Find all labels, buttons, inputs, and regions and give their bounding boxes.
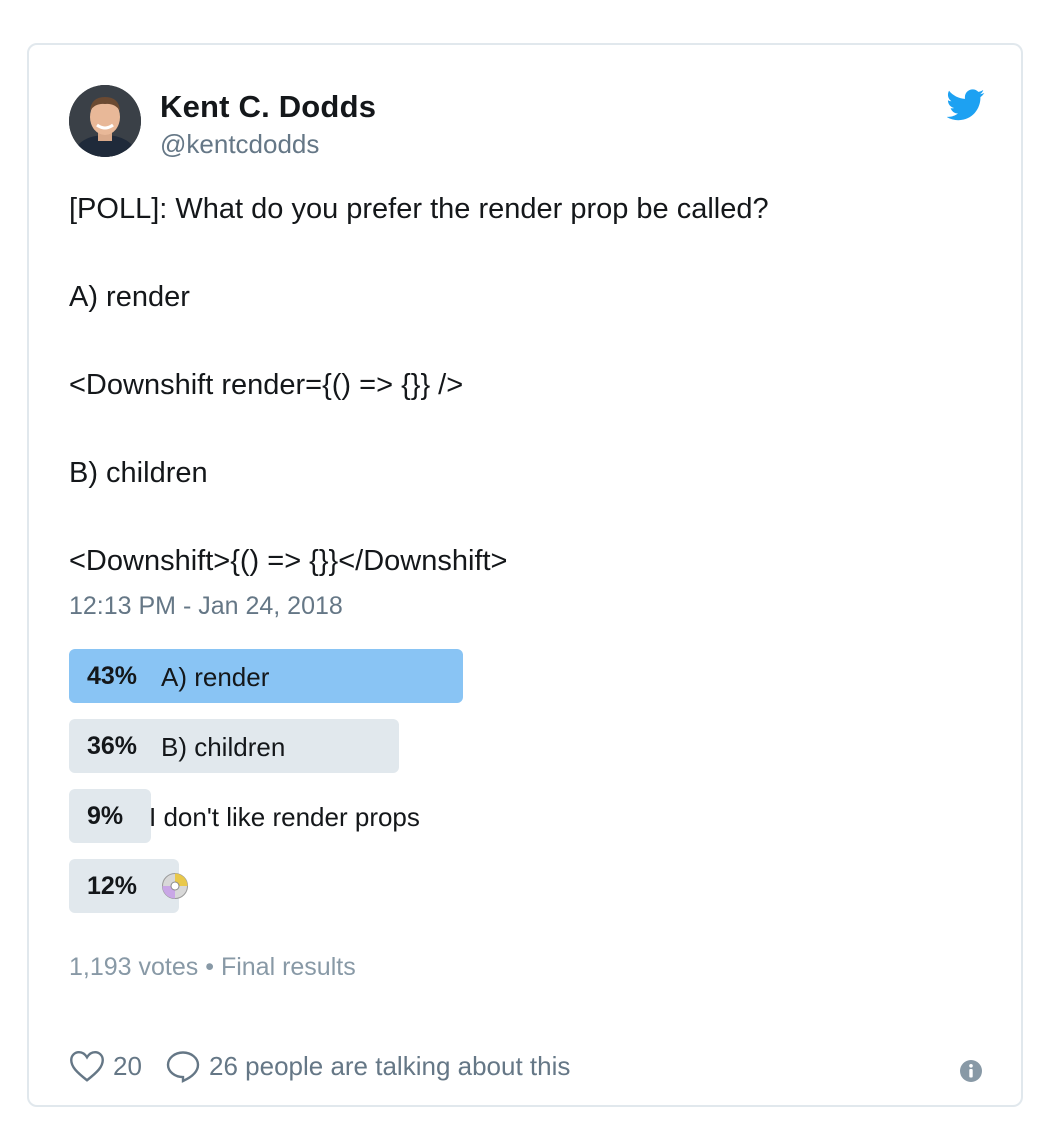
poll-meta: 1,193 votes • Final results (69, 953, 356, 982)
avatar-image (69, 85, 141, 157)
conversation-link[interactable]: 26 people are talking about this (165, 1049, 570, 1083)
poll-option-label: I don't like render props (149, 802, 420, 832)
tweet-line-question: [POLL]: What do you prefer the render pr… (69, 193, 769, 225)
author-name[interactable]: Kent C. Dodds (160, 89, 377, 124)
tweet-line-option-b: B) children (69, 457, 208, 489)
poll-option-bar (69, 649, 463, 703)
meta-separator: • (205, 953, 214, 981)
like-button[interactable]: 20 (69, 1049, 142, 1083)
action-bar: 20 26 people are talking about this (69, 1049, 989, 1089)
vote-count: 1,193 votes (69, 953, 199, 981)
speech-bubble-icon (166, 1051, 200, 1083)
heart-icon (70, 1050, 104, 1082)
talking-text: 26 people are talking about this (209, 1050, 571, 1081)
tweet-card: Kent C. Dodds @kentcdodds [POLL]: What d… (27, 43, 1023, 1107)
poll-option-bar (69, 789, 151, 843)
poll-option-percent: 12% (87, 872, 138, 900)
poll-option: 36% B) children (69, 719, 969, 773)
tweet-text: [POLL]: What do you prefer the render pr… (69, 195, 969, 576)
tweet-line-code-b: <Downshift>{() => {}}</Downshift> (69, 545, 508, 577)
avatar[interactable] (69, 85, 141, 157)
poll-option-label (161, 872, 189, 903)
like-count: 20 (113, 1050, 142, 1081)
poll-option-percent: 9% (87, 802, 124, 830)
tweet-line-option-a: A) render (69, 281, 190, 313)
tweet-line-code-a: <Downshift render={() => {}} /> (69, 369, 464, 401)
poll-option-percent: 36% (87, 732, 138, 760)
poll-option: 43% A) render (69, 649, 969, 703)
optical-disc-icon (162, 873, 188, 899)
info-icon[interactable] (959, 1059, 983, 1083)
poll: 43% A) render 36% B) children 9% I don't like… (69, 649, 969, 929)
poll-status: Final results (220, 953, 356, 981)
poll-option: 12% (69, 859, 969, 913)
poll-option-label: B) children (161, 732, 286, 762)
timestamp[interactable]: 12:13 PM - Jan 24, 2018 (69, 592, 343, 620)
poll-option-bar (69, 859, 179, 913)
poll-option-bar (69, 719, 399, 773)
twitter-bird-icon[interactable] (947, 89, 985, 121)
poll-option-percent: 43% (87, 662, 138, 690)
author-handle[interactable]: @kentcdodds (160, 129, 320, 159)
poll-option-label: A) render (161, 662, 270, 692)
poll-option: 9% I don't like render props (69, 789, 969, 843)
